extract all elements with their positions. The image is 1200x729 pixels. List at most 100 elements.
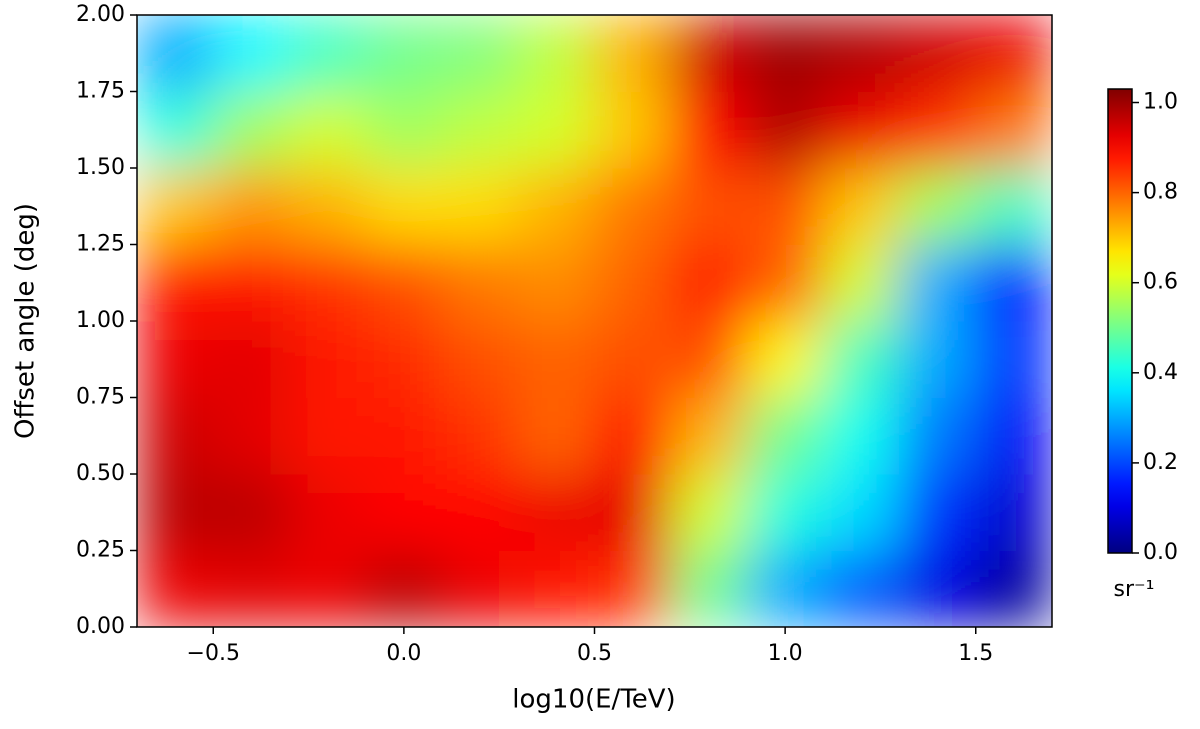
heatmap-cell [670,167,748,245]
heatmap-cell [594,473,672,551]
heatmap-cell [594,397,672,475]
heatmap-cell [212,91,290,169]
heatmap-cell [670,244,748,322]
heatmap-cell [441,320,519,398]
colorbar-tick-label: 1.0 [1143,90,1178,115]
heatmap [137,15,1052,627]
heatmap-cell [899,167,977,245]
heatmap-cell [822,167,900,245]
heatmap-cell [212,320,290,398]
heatmap-cell [212,244,290,322]
heatmap-cell [746,473,824,551]
y-tick-label: 0.00 [76,614,125,639]
heatmap-cell [670,397,748,475]
heatmap-cell [441,397,519,475]
heatmap-cell [517,320,595,398]
heatmap-cell [670,15,748,92]
y-axis-label: Offset angle (deg) [11,203,41,439]
heatmap-cell [137,15,214,92]
heatmap-cell [594,320,672,398]
heatmap-cell [137,91,214,169]
heatmap-cell [594,167,672,245]
heatmap-cell [365,91,443,169]
heatmap-cell [975,397,1052,475]
heatmap-cell [975,320,1052,398]
heatmap-cell [441,244,519,322]
y-tick-label: 0.75 [76,385,125,410]
heatmap-cell [899,550,977,627]
heatmap-cell [594,244,672,322]
heatmap-cell [899,397,977,475]
heatmap-cell [137,550,214,627]
heatmap-cell [441,167,519,245]
heatmap-cell [289,320,367,398]
heatmap-cell [441,473,519,551]
heatmap-cell [441,550,519,627]
heatmap-cell [746,320,824,398]
heatmap-cell [670,320,748,398]
heatmap-cell [899,320,977,398]
heatmap-cell [289,167,367,245]
heatmap-cell [137,473,214,551]
x-tick-label: 1.5 [958,641,993,666]
heatmap-cell [365,320,443,398]
colorbar-tick-label: 0.4 [1143,360,1178,385]
heatmap-cell [137,320,214,398]
heatmap-cell [746,550,824,627]
plot-area [137,15,1052,627]
heatmap-cell [975,550,1052,627]
heatmap-cell [822,550,900,627]
heatmap-cell [441,15,519,92]
heatmap-cell [746,397,824,475]
heatmap-cell [212,167,290,245]
heatmap-cell [975,473,1052,551]
heatmap-cell [365,15,443,92]
heatmap-cell [746,167,824,245]
heatmap-cell [822,320,900,398]
heatmap-cell [289,473,367,551]
colorbar-tick-label: 0.2 [1143,450,1178,475]
heatmap-cell [822,397,900,475]
heatmap-cell [517,167,595,245]
heatmap-cell [517,473,595,551]
heatmap-cell [137,244,214,322]
heatmap-cell [517,397,595,475]
y-tick-label: 1.50 [76,155,125,180]
heatmap-cell [594,91,672,169]
heatmap-cell [975,244,1052,322]
x-tick-label: 0.0 [386,641,421,666]
heatmap-cell [137,397,214,475]
heatmap-cell [441,91,519,169]
heatmap-cell [365,473,443,551]
heatmap-cell [137,167,214,245]
y-tick-label: 2.00 [76,2,125,27]
heatmap-cell [365,550,443,627]
heatmap-cell [594,15,672,92]
heatmap-cell [517,550,595,627]
heatmap-cell [975,91,1052,169]
heatmap-cell [365,167,443,245]
colorbar-tick-label: 0.6 [1143,270,1178,295]
colorbar [1107,88,1133,554]
heatmap-cell [289,91,367,169]
heatmap-cell [365,244,443,322]
y-tick-label: 0.50 [76,461,125,486]
heatmap-cell [670,91,748,169]
x-axis-label: log10(E/TeV) [512,685,675,715]
heatmap-cell [899,473,977,551]
heatmap-cell [899,91,977,169]
heatmap-cell [822,91,900,169]
y-tick-label: 1.25 [76,232,125,257]
x-tick-label: 1.0 [768,641,803,666]
y-tick-label: 1.75 [76,79,125,104]
heatmap-cell [670,473,748,551]
heatmap-cell [822,244,900,322]
heatmap-cell [975,15,1052,92]
heatmap-cell [975,167,1052,245]
heatmap-cell [289,244,367,322]
heatmap-cell [212,550,290,627]
y-tick-label: 0.25 [76,538,125,563]
heatmap-cell [746,244,824,322]
colorbar-tick-label: 0.0 [1143,540,1178,565]
heatmap-cell [289,397,367,475]
